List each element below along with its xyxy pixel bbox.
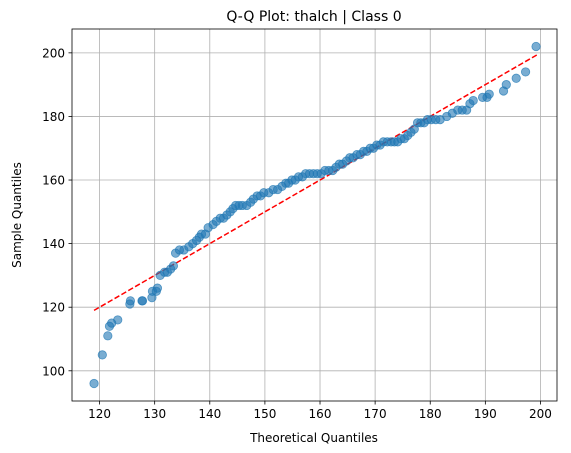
x-axis-ticks: 120 130 140 150 160 170 180 190 200 <box>88 401 552 421</box>
x-tick-label: 180 <box>419 407 442 421</box>
data-point <box>520 67 531 77</box>
chart-title: Q-Q Plot: thalch | Class 0 <box>226 9 401 25</box>
x-axis-label: Theoretical Quantiles <box>249 431 378 445</box>
data-point <box>152 283 163 293</box>
y-tick-label: 160 <box>42 174 65 188</box>
data-point <box>103 331 113 341</box>
x-tick-label: 190 <box>474 407 497 421</box>
y-tick-label: 140 <box>42 237 65 251</box>
data-point <box>137 296 148 306</box>
x-tick-label: 200 <box>529 407 552 421</box>
x-tick-label: 120 <box>88 407 111 421</box>
y-tick-label: 200 <box>42 46 65 60</box>
y-axis-ticks: 100 120 140 160 180 200 <box>42 46 72 378</box>
data-point <box>113 315 123 325</box>
y-tick-label: 180 <box>42 110 65 124</box>
data-point <box>511 73 521 83</box>
reference-line-layer <box>93 53 539 312</box>
y-tick-label: 100 <box>42 364 65 378</box>
data-point <box>531 41 541 52</box>
y-tick-label: 120 <box>42 301 65 315</box>
y-axis-label: Sample Quantiles <box>10 162 24 268</box>
x-tick-label: 140 <box>198 407 221 421</box>
x-tick-label: 160 <box>309 407 332 421</box>
data-point <box>168 261 179 271</box>
plot-area <box>72 29 557 401</box>
data-point <box>468 95 478 106</box>
data-point <box>89 378 99 389</box>
plot-frame <box>71 28 558 402</box>
data-points <box>89 41 541 389</box>
grid <box>72 29 557 401</box>
x-tick-label: 170 <box>364 407 387 421</box>
x-tick-label: 150 <box>253 407 276 421</box>
data-point <box>125 296 136 306</box>
data-point <box>97 350 107 360</box>
reference-line <box>93 53 539 312</box>
data-point <box>501 80 511 90</box>
data-point <box>484 89 494 99</box>
x-tick-label: 130 <box>143 407 166 421</box>
